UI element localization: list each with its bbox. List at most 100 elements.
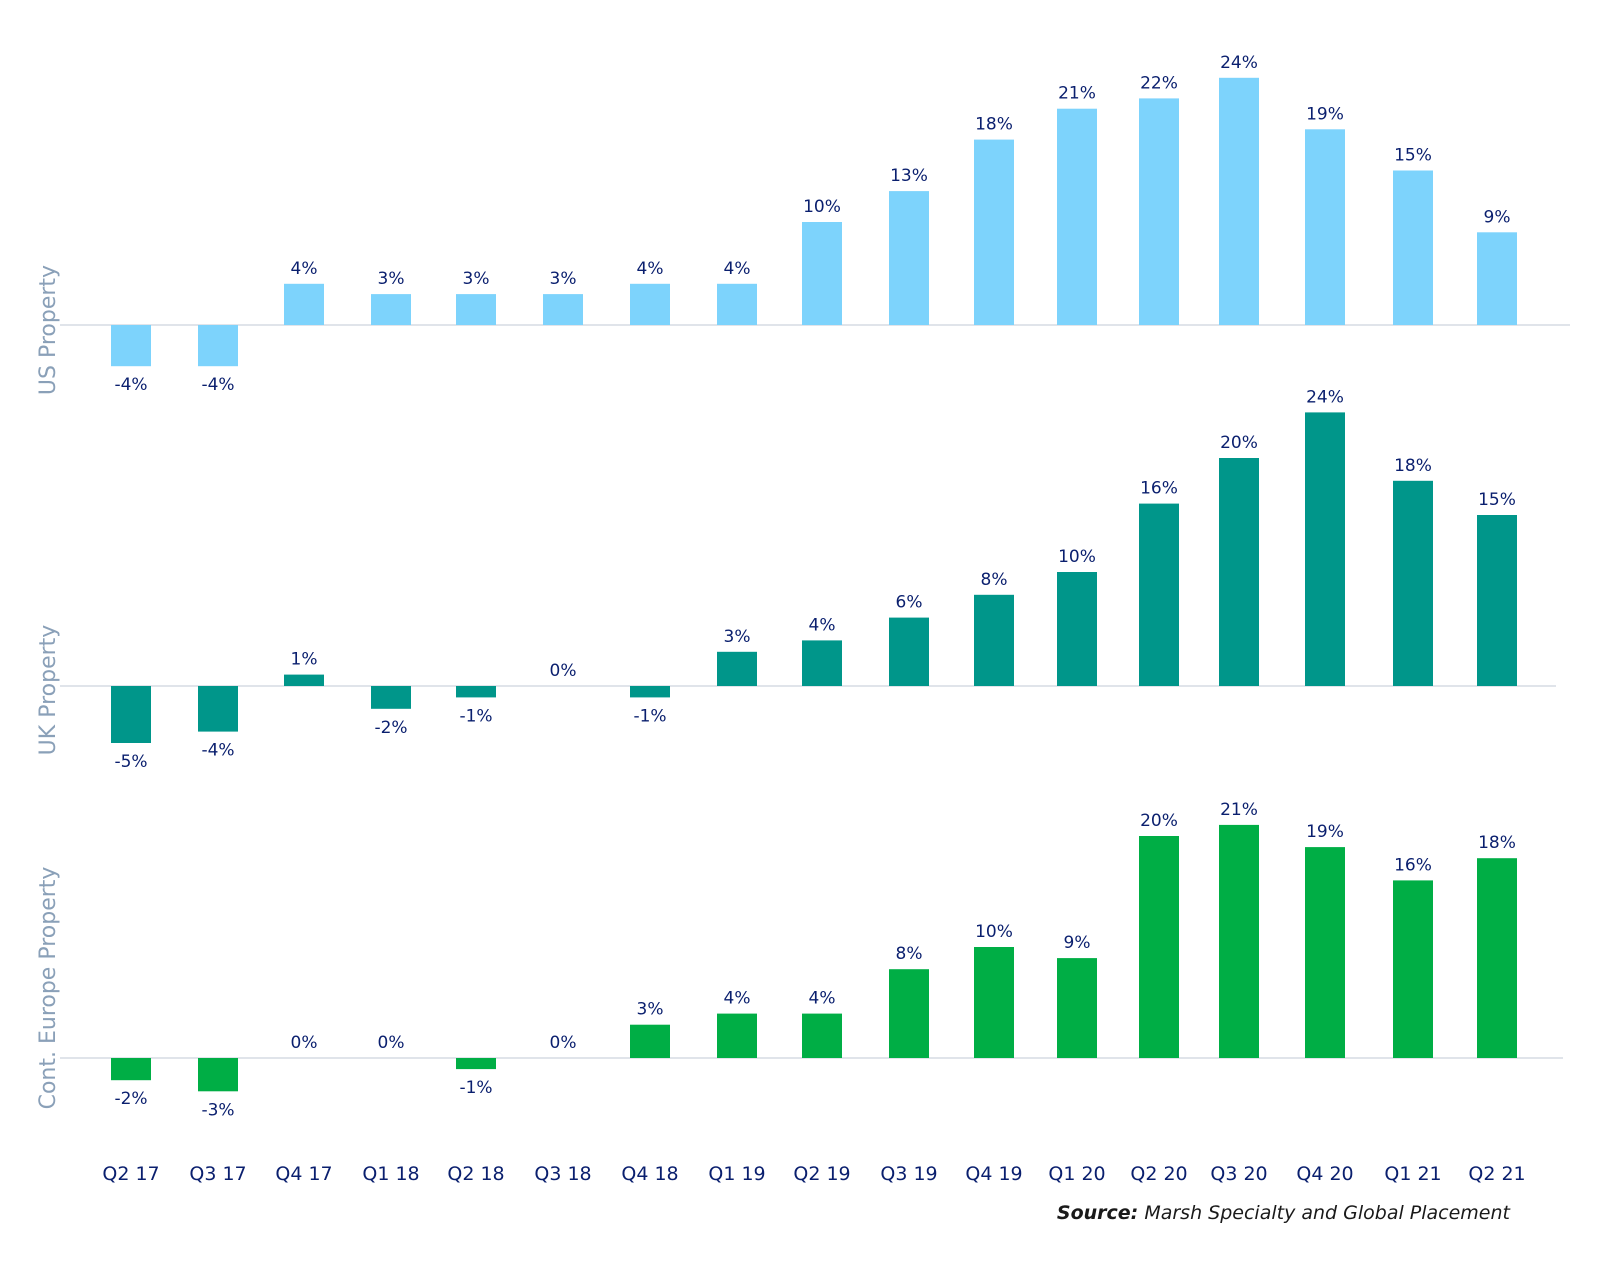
data-label: -2%: [114, 1089, 147, 1109]
tick-label: Q1 18: [362, 1163, 419, 1185]
bar: [1393, 170, 1433, 325]
data-label: 15%: [1478, 490, 1516, 510]
tick-label: Q3 19: [880, 1163, 937, 1185]
bar: [111, 686, 151, 743]
data-label: 18%: [1478, 833, 1516, 853]
data-label: 9%: [1484, 207, 1511, 227]
data-label: -2%: [374, 718, 407, 738]
bar: [802, 222, 842, 325]
data-label: 1%: [291, 650, 318, 670]
data-label: 19%: [1306, 822, 1344, 842]
data-label: 3%: [378, 269, 405, 289]
tick-label: Q2 20: [1130, 1163, 1187, 1185]
bar: [1477, 515, 1517, 686]
x-axis-labels: Q2 17 Q3 17 Q4 17 Q1 18 Q2 18 Q3 18 Q4 18 Q1 19…: [102, 1163, 1525, 1185]
data-label: 8%: [981, 570, 1008, 590]
tick-label: Q2 18: [447, 1163, 504, 1185]
panel-0: US Property -4% -4% 4% 3% 3% 3% 4% 4% 10% 13% 18% 21…: [36, 53, 1570, 395]
bar: [1477, 232, 1517, 325]
bar: [1057, 108, 1097, 325]
data-label: 21%: [1058, 84, 1096, 104]
tick-label: Q3 17: [189, 1163, 246, 1185]
tick-label: Q1 21: [1384, 1163, 1441, 1185]
bar: [456, 1058, 496, 1070]
data-label: -4%: [201, 741, 234, 761]
data-label: 13%: [890, 166, 928, 186]
tick-label: Q4 17: [275, 1163, 332, 1185]
bar: [1057, 958, 1097, 1058]
panel-label: Cont. Europe Property: [36, 867, 61, 1110]
data-label: 24%: [1220, 53, 1258, 73]
data-label: 10%: [1058, 547, 1096, 567]
data-label: 16%: [1394, 855, 1432, 875]
bar: [717, 651, 757, 686]
tick-label: Q2 21: [1468, 1163, 1525, 1185]
bar: [1139, 503, 1179, 686]
data-label: 18%: [975, 115, 1013, 135]
bar: [1139, 836, 1179, 1058]
bar: [1305, 412, 1345, 686]
data-label: 20%: [1140, 811, 1178, 831]
data-label: 3%: [637, 1000, 664, 1020]
tick-label: Q4 18: [621, 1163, 678, 1185]
bar: [802, 640, 842, 686]
data-label: 3%: [724, 627, 751, 647]
data-label: 10%: [975, 922, 1013, 942]
tick-label: Q1 20: [1048, 1163, 1105, 1185]
data-label: 4%: [809, 989, 836, 1009]
data-label: 4%: [637, 259, 664, 279]
bar: [1219, 458, 1259, 686]
bar: [1393, 880, 1433, 1058]
bar: [1219, 77, 1259, 325]
bar: [630, 686, 670, 698]
data-label: 24%: [1306, 387, 1344, 407]
data-label: 9%: [1064, 933, 1091, 953]
data-label: 19%: [1306, 104, 1344, 124]
data-label: 21%: [1220, 800, 1258, 820]
bar: [1139, 98, 1179, 326]
bar: [889, 969, 929, 1058]
data-label: 15%: [1394, 146, 1432, 166]
bar: [284, 674, 324, 686]
data-label: -1%: [633, 706, 666, 726]
data-label: 20%: [1220, 433, 1258, 453]
bar: [1057, 572, 1097, 686]
bar: [1477, 858, 1517, 1058]
bar: [889, 191, 929, 325]
data-label: 4%: [291, 259, 318, 279]
data-label: -4%: [114, 375, 147, 395]
panel-label: UK Property: [36, 625, 61, 756]
data-label: 16%: [1140, 479, 1178, 499]
tick-label: Q4 19: [965, 1163, 1022, 1185]
data-label: -4%: [201, 375, 234, 395]
data-label: 4%: [809, 615, 836, 635]
source-label: Source:: [1056, 1202, 1139, 1224]
tick-label: Q3 20: [1210, 1163, 1267, 1185]
data-label: -1%: [459, 706, 492, 726]
tick-label: Q2 17: [102, 1163, 159, 1185]
bar: [284, 283, 324, 325]
bar: [974, 139, 1014, 325]
bar: [111, 325, 151, 367]
bar: [1305, 129, 1345, 325]
data-label: 22%: [1140, 73, 1178, 93]
bar: [198, 325, 238, 367]
bar: [889, 617, 929, 686]
bar: [802, 1013, 842, 1058]
bar: [717, 283, 757, 325]
data-label: -1%: [459, 1078, 492, 1098]
bar: [717, 1013, 757, 1058]
data-label: 0%: [378, 1033, 405, 1053]
bar: [630, 1024, 670, 1058]
data-label: 3%: [550, 269, 577, 289]
bar: [371, 294, 411, 325]
panel-2: Cont. Europe Property -2% -3% 0% 0% -1% 0% 3% 4%…: [36, 800, 1563, 1120]
data-label: 10%: [803, 197, 841, 217]
data-label: 0%: [291, 1033, 318, 1053]
bar: [1393, 480, 1433, 686]
bar: [456, 686, 496, 698]
data-label: -5%: [114, 752, 147, 772]
source-note: Source: Marsh Specialty and Global Place…: [1057, 1202, 1510, 1224]
